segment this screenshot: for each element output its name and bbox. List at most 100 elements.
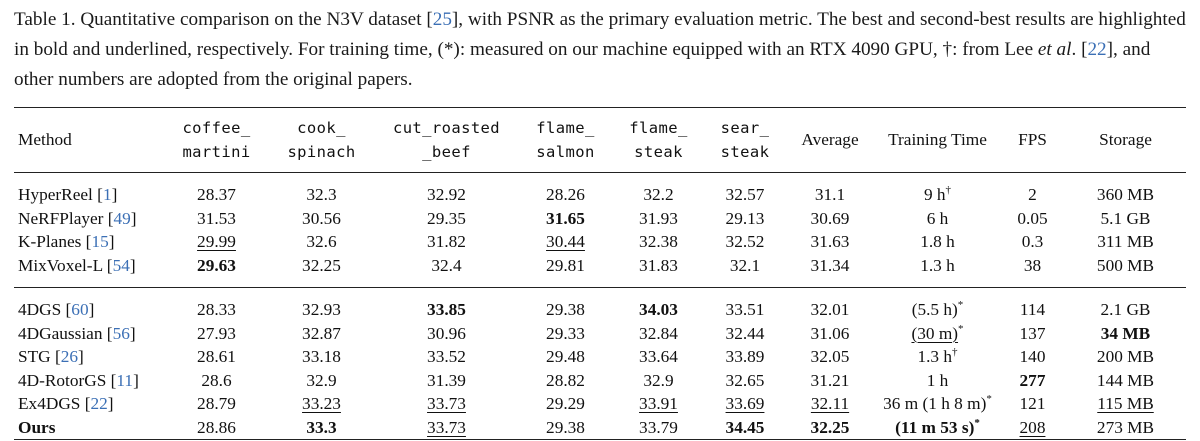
results-table: Method coffee_ martini cook_ spinach cut_r…: [14, 107, 1186, 440]
psnr-cell: 28.33: [197, 300, 236, 319]
header-cook-spinach: cook_ spinach: [287, 119, 356, 161]
header-training-time: Training Time: [888, 130, 987, 149]
psnr-cell: 32.2: [643, 185, 674, 204]
psnr-cell: 32.3: [306, 185, 337, 204]
psnr-cell: 32.9: [306, 370, 337, 390]
header-average: Average: [801, 130, 859, 149]
psnr-cell: 31.53: [197, 208, 236, 228]
average-psnr-cell: 31.21: [810, 370, 850, 390]
citation-link[interactable]: 54: [112, 255, 130, 275]
table-row: NeRFPlayer [49] 31.53 30.56 29.35 31.65 31.93…: [14, 207, 1186, 231]
psnr-cell: 33.73: [427, 394, 466, 413]
fps-cell: 38: [1023, 255, 1042, 275]
training-time-cell: 1.3 h: [920, 255, 955, 275]
psnr-cell: 29.81: [546, 255, 585, 275]
average-psnr-cell: 31.34: [810, 255, 850, 275]
caption-citation-link[interactable]: 22: [1087, 39, 1107, 60]
psnr-cell: 29.33: [546, 323, 585, 343]
average-psnr-cell: 32.25: [810, 417, 850, 437]
fps-cell: 137: [1019, 323, 1046, 343]
psnr-cell: 29.48: [546, 347, 585, 366]
training-time-cell: (30 m)*: [911, 322, 964, 343]
citation-link[interactable]: 56: [112, 323, 130, 343]
psnr-cell: 33.73: [427, 417, 466, 437]
average-psnr-cell: 30.69: [810, 208, 850, 228]
psnr-cell: 32.4: [431, 255, 462, 275]
psnr-cell: 34.45: [725, 417, 765, 437]
storage-cell: 115 MB: [1097, 394, 1154, 413]
table-row: 4D-RotorGS [11] 28.6 32.9 31.39 28.82 32.9 32.…: [14, 369, 1186, 393]
spacer-row: [14, 173, 1186, 184]
fps-cell: 2: [1028, 185, 1037, 204]
average-psnr-cell: 32.11: [810, 394, 850, 413]
psnr-cell: 28.6: [201, 370, 232, 390]
table-row: MixVoxel-L [54] 29.63 32.25 32.4 29.81 31.83 3…: [14, 254, 1186, 278]
psnr-cell: 28.37: [197, 185, 236, 204]
header-storage: Storage: [1099, 130, 1152, 149]
header-coffee-martini: coffee_ martini: [182, 119, 251, 161]
psnr-cell: 32.6: [306, 232, 337, 251]
table-body: HyperReel [1] 28.37 32.3 32.92 28.26 32.2 32.5…: [14, 173, 1186, 440]
storage-cell: 311 MB: [1097, 232, 1154, 251]
citation-link[interactable]: 26: [60, 347, 79, 366]
training-time-cell: (5.5 h)*: [911, 299, 964, 319]
storage-cell: 34 MB: [1100, 323, 1151, 343]
header-flame-steak: flame_ steak: [629, 119, 688, 161]
citation-link[interactable]: 15: [91, 232, 109, 251]
citation-link[interactable]: 22: [90, 394, 108, 413]
method-name: STG: [18, 347, 51, 366]
psnr-cell: 33.3: [306, 417, 337, 437]
citation-link[interactable]: 49: [113, 208, 131, 228]
caption-text: ], with PSNR as the primary evaluation m…: [14, 9, 1186, 60]
citation-link[interactable]: 1: [102, 185, 112, 204]
psnr-cell: 28.61: [197, 347, 236, 366]
caption-text: Table 1. Quantitative comparison on the …: [14, 9, 433, 30]
training-time-cell: 6 h: [926, 208, 949, 228]
table-row: STG [26] 28.61 33.18 33.52 29.48 33.64 33.89 32…: [14, 345, 1186, 369]
psnr-cell: 30.44: [546, 232, 585, 251]
method-name: 4D-RotorGS: [18, 370, 107, 390]
method-name-cell: K-Planes [15]: [18, 232, 115, 251]
psnr-cell: 33.52: [427, 347, 466, 366]
psnr-cell: 33.18: [302, 347, 341, 366]
citation-link[interactable]: 11: [116, 370, 134, 390]
psnr-cell: 29.38: [546, 417, 585, 437]
psnr-cell: 29.63: [197, 255, 236, 275]
psnr-cell: 28.82: [546, 370, 585, 390]
psnr-cell: 31.65: [546, 208, 585, 228]
psnr-cell: 32.57: [725, 185, 765, 204]
citation-link[interactable]: 60: [71, 300, 89, 319]
method-name-cell: 4DGS [60]: [18, 300, 95, 319]
method-name-cell: HyperReel [1]: [18, 185, 118, 204]
header-cut-roasted-beef: cut_roasted _beef: [392, 119, 501, 161]
psnr-cell: 33.91: [639, 394, 678, 413]
average-psnr-cell: 31.63: [810, 232, 850, 251]
fps-cell: 121: [1019, 394, 1046, 413]
caption-text: ], and other numbers are adopted from th…: [14, 39, 1151, 90]
method-name-cell: 4D-RotorGS [11]: [18, 370, 139, 390]
fps-cell: 277: [1019, 370, 1046, 390]
method-name-cell: MixVoxel-L [54]: [18, 255, 136, 275]
header-sear-steak: sear_ steak: [720, 119, 770, 161]
header-row: Method coffee_ martini cook_ spinach cut_r…: [14, 107, 1186, 173]
psnr-cell: 32.52: [725, 232, 765, 251]
psnr-cell: 33.89: [725, 347, 765, 366]
psnr-cell: 34.03: [639, 300, 678, 319]
psnr-cell: 33.85: [427, 300, 466, 319]
psnr-cell: 33.23: [302, 394, 341, 413]
average-psnr-cell: 31.1: [814, 185, 846, 204]
psnr-cell: 31.39: [427, 370, 466, 390]
method-name: NeRFPlayer: [18, 208, 104, 228]
psnr-cell: 29.35: [427, 208, 466, 228]
psnr-cell: 30.96: [427, 323, 466, 343]
psnr-cell: 32.44: [725, 323, 765, 343]
caption-citation-link[interactable]: 25: [432, 9, 452, 30]
average-psnr-cell: 31.06: [810, 323, 850, 343]
psnr-cell: 32.84: [639, 323, 678, 343]
method-name-cell: Ex4DGS [22]: [18, 394, 114, 413]
storage-cell: 200 MB: [1096, 347, 1155, 366]
method-name-cell: STG [26]: [18, 347, 84, 366]
method-name: 4DGS: [18, 300, 62, 319]
method-name-cell: Ours: [14, 416, 164, 440]
storage-cell: 144 MB: [1096, 370, 1155, 390]
